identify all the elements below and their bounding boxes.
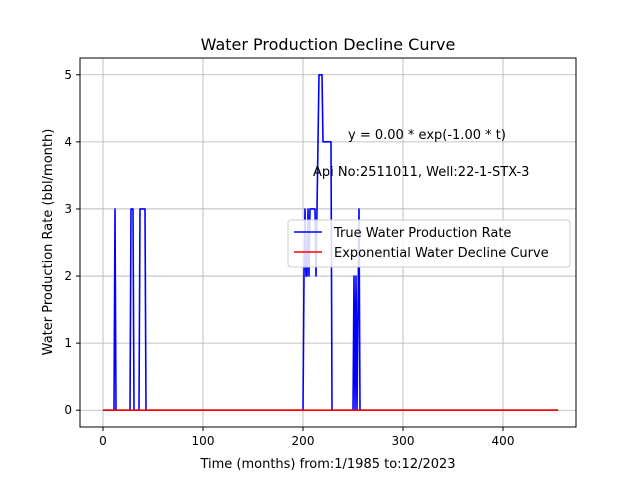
y-tick-label: 2 [64,269,72,283]
annotation-text-1: y = 0.00 * exp(-1.00 * t) [348,128,506,143]
y-tick-label: 0 [64,403,72,417]
x-tick-label: 0 [99,434,107,448]
y-axis-label: Water Production Rate (bbl/month) [41,129,56,356]
y-tick-label: 5 [64,68,72,82]
legend-box [287,219,571,268]
chart-title: Water Production Decline Curve [201,35,456,54]
x-tick-label: 200 [292,434,315,448]
x-tick-label: 400 [492,434,515,448]
legend-label-1: True Water Production Rate [333,226,511,241]
x-tick-label: 100 [192,434,215,448]
x-tick-label: 300 [392,434,415,448]
y-tick-label: 1 [64,336,72,350]
annotation-text-2: Api No:2511011, Well:22-1-STX-3 [313,165,529,180]
y-tick-label: 4 [64,135,72,149]
x-axis-label: Time (months) from:1/1985 to:12/2023 [199,457,455,472]
plot-frame [79,57,577,428]
series-line-1 [103,73,558,412]
y-tick-label: 3 [64,202,72,216]
legend-label-2: Exponential Water Decline Curve [334,246,549,261]
